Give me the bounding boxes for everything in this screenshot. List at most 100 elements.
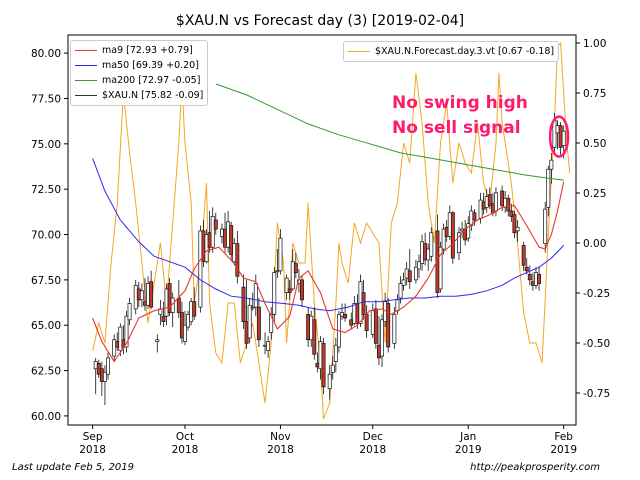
candle-body [269,313,274,333]
candle-body [441,228,446,250]
legend-left-entry: $XAU.N [75.82 -0.09] [75,88,203,103]
legend-label: $XAU.N.Forecast.day.3.vt [0.67 -0.18] [375,46,555,57]
legend-swatch [348,51,370,52]
candle-body [290,261,295,290]
candle-body [207,232,212,248]
legend-left-entry: ma9 [72.93 +0.79] [75,43,203,58]
left-axis: 60.00 62.50 65.00 67.50 70.00 72.50 75.00 77.50… [31,48,68,423]
candle-body [176,297,181,313]
candle-body [364,313,369,332]
right-tick-label: 1.00 [583,38,606,50]
candle-body [327,373,332,390]
candle-body [404,268,409,279]
candle-body [318,341,323,370]
candle-body [112,339,117,357]
left-tick-label: 75.00 [31,139,61,151]
candle-body [509,210,514,217]
candle-body [395,299,400,312]
candle-body [447,212,452,237]
legend-left-entry: ma200 [72.97 -0.05] [75,73,203,88]
candle-body [293,263,298,273]
right-tick-label: 0.25 [583,188,606,200]
candle-body [263,344,267,347]
candle-body [204,234,209,263]
candle-body [361,292,366,315]
legend-label: ma200 [72.97 -0.05] [102,75,201,86]
candle-body [198,230,203,308]
candle-body [272,272,277,315]
candle-body [494,192,498,212]
candle-body [192,301,197,317]
candle-body [155,339,160,342]
candle-body [546,168,551,208]
candle-body [189,301,194,322]
candle-body [417,261,421,270]
legend-swatch [75,50,97,51]
candle-body [552,119,557,148]
x-tick-label-year: 2019 [455,444,482,456]
series-ma200-line [215,83,564,181]
candle-body [210,216,215,248]
candle-body [99,368,104,382]
candle-body [527,274,532,281]
plot-frame [67,34,577,426]
candle-body [512,214,517,234]
candle-body [235,243,240,277]
right-tick-label: 0.75 [583,88,606,100]
candle-body [179,312,184,339]
candle-body [161,315,166,322]
candle-body [256,306,261,341]
plot-content [92,41,571,420]
candle-body [106,357,110,375]
candle-body [503,197,508,208]
candle-body [398,283,403,299]
candle-body [370,310,375,335]
annotation-circle [548,115,570,158]
candle-body [543,208,548,244]
series-ma9-line [92,181,565,363]
candle-body [247,304,252,339]
x-tick-label-year: 2019 [550,444,577,456]
legend-label: $XAU.N [75.82 -0.09] [102,90,204,101]
right-tick-label: 0.00 [583,238,606,250]
legend-label: ma9 [72.93 +0.79] [102,45,193,56]
right-tick-label: -0.50 [583,338,610,350]
series-ma50-line [92,158,565,312]
candle-body [118,326,123,351]
candle-body [349,319,354,326]
candle-body [549,159,554,170]
x-tick-label-month: Jan [459,431,476,443]
legend-moving-averages: ma9 [72.93 +0.79] ma50 [69.39 +0.20] ma200… [70,40,209,106]
chart-title: $XAU.N vs Forecast day (3) [2019-02-04] [176,13,464,29]
left-tick-label: 80.00 [31,48,61,60]
candle-body [355,303,360,324]
candle-body [139,290,144,301]
candle-body [300,279,304,301]
candle-body [315,362,320,368]
plot-area [92,41,571,420]
candle-body [306,313,311,341]
candle-body [438,246,443,290]
candle-body [96,362,101,375]
left-tick-label: 60.00 [31,411,61,423]
candle-body [186,313,191,328]
candle-body [102,372,107,382]
candle-body [229,225,234,255]
right-tick-label: -0.75 [583,388,610,400]
left-tick-label: 72.50 [31,184,61,196]
candle-body [133,284,138,310]
candle-body [534,272,538,286]
x-tick-label-year: 2018 [172,444,199,456]
candle-body [136,288,141,301]
candle-body [420,241,425,264]
candle-body [143,301,147,306]
left-tick-label: 62.50 [31,366,61,378]
candle-body [450,212,455,259]
candle-body [164,288,169,317]
candle-body [115,341,120,348]
candle-body [149,281,154,308]
candle-body [127,303,132,321]
candle-body [515,226,520,232]
legend-swatch [75,95,97,96]
